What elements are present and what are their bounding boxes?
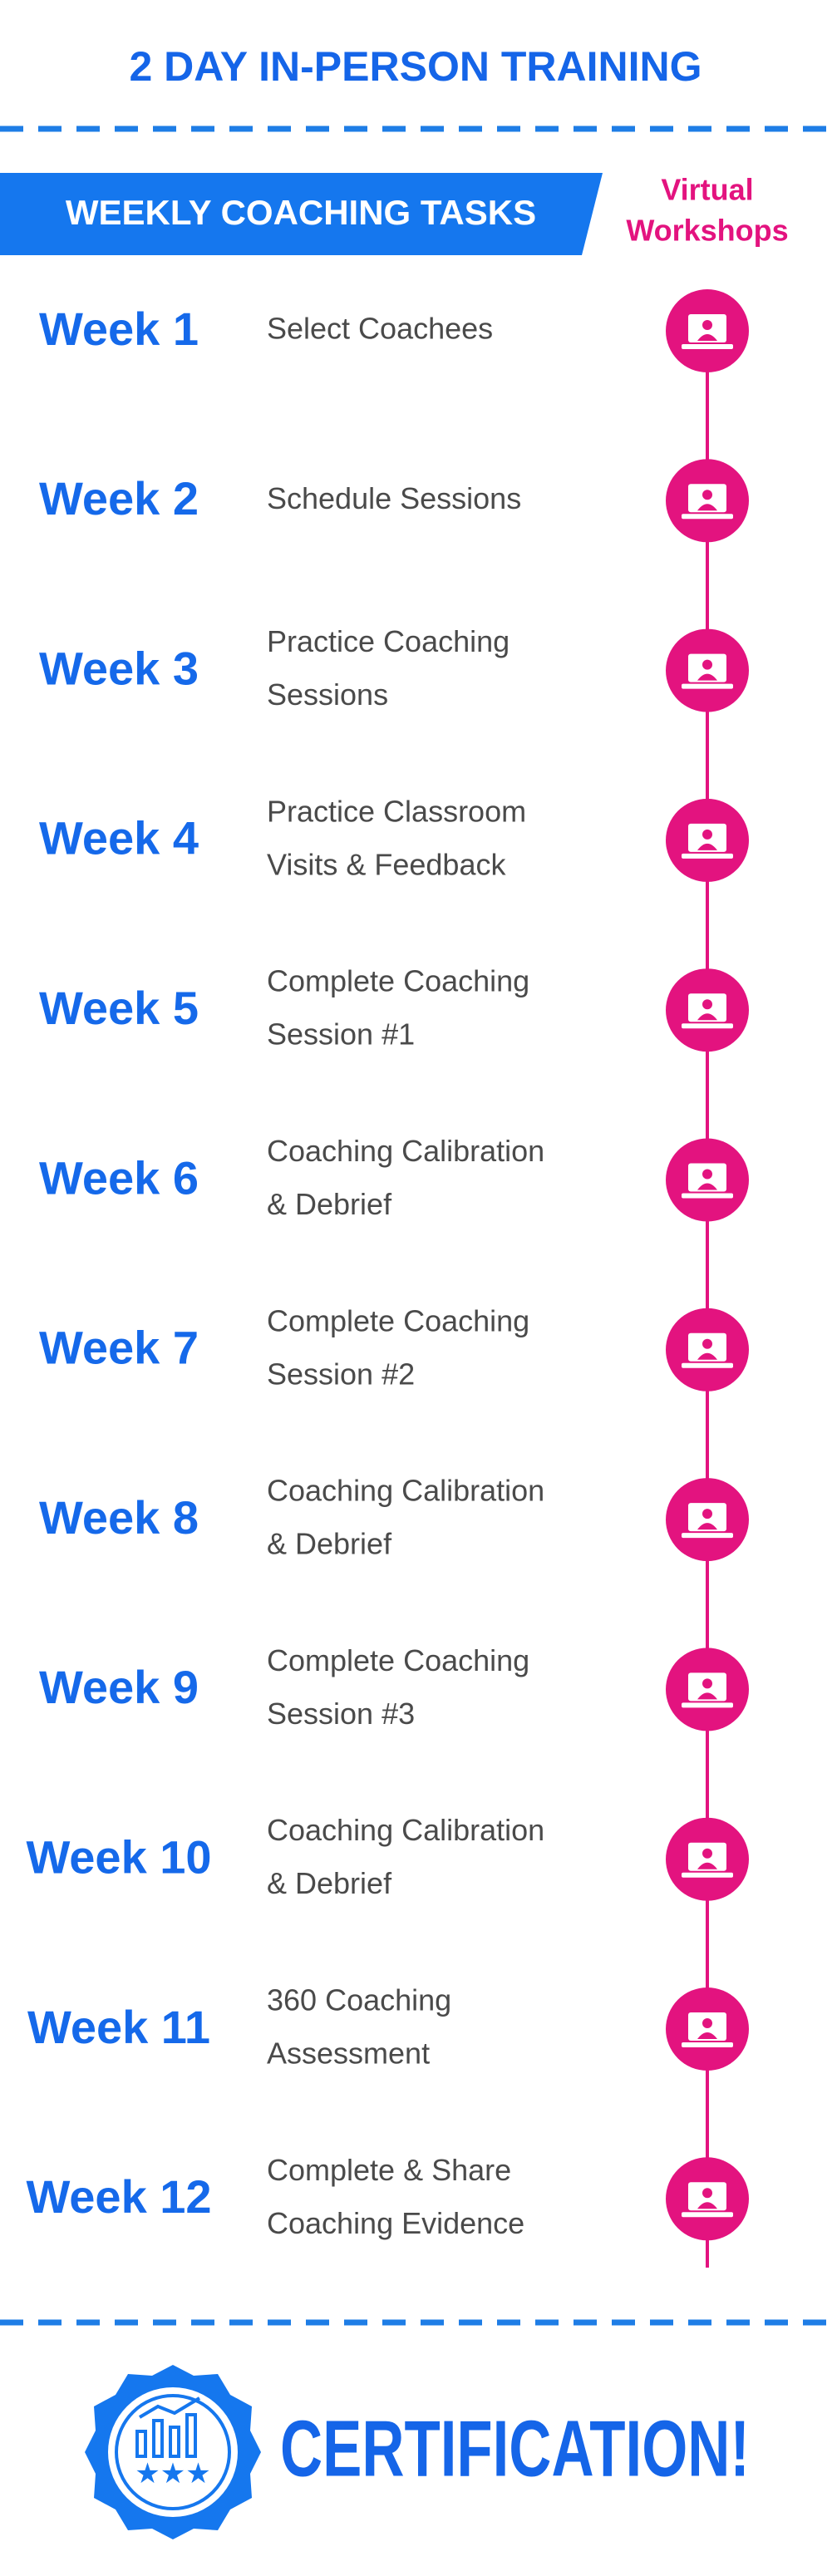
person-body (697, 673, 717, 681)
badge-bar (169, 2426, 180, 2458)
laptop-base (682, 344, 733, 349)
week-label: Week 1 (39, 303, 199, 355)
week-label: Week 12 (26, 2170, 211, 2223)
task-text: Session #1 (267, 1017, 415, 1052)
footer-title: CERTIFICATION! (280, 2404, 750, 2493)
task-text: & Debrief (267, 1527, 392, 1561)
page-title: 2 DAY IN-PERSON TRAINING (129, 43, 702, 90)
laptop-base (682, 514, 733, 520)
task-text: Sessions (267, 677, 388, 712)
person-body (697, 1862, 717, 1869)
task-text: Coaching Calibration (267, 1813, 544, 1847)
week-label: Week 5 (39, 982, 199, 1034)
person-head (702, 1338, 712, 1349)
week-label: Week 6 (39, 1151, 199, 1204)
person-body (697, 1692, 717, 1700)
task-text: Practice Classroom (267, 794, 526, 828)
person-body (697, 334, 717, 341)
task-text: Practice Coaching (267, 624, 510, 658)
badge-ring (115, 2394, 231, 2510)
person-body (697, 1352, 717, 1360)
laptop-base (682, 2212, 733, 2218)
person-body (697, 1523, 717, 1530)
laptop-base (682, 1193, 733, 1199)
person-head (702, 2188, 712, 2199)
badge-stars: ★★★ (135, 2458, 210, 2490)
person-head (702, 490, 712, 500)
person-head (702, 829, 712, 840)
task-text: Select Coachees (267, 312, 493, 346)
task-text: Session #2 (267, 1357, 415, 1391)
rows: Week 1 Select Coachees Week 2 Schedule Sess… (26, 289, 749, 2241)
task-text: & Debrief (267, 1866, 392, 1900)
banner-title: WEEKLY COACHING TASKS (66, 193, 536, 232)
person-head (702, 2018, 712, 2028)
task-text: Session #3 (267, 1697, 415, 1731)
person-body (697, 504, 717, 511)
laptop-base (682, 1362, 733, 1368)
task-text: Coaching Evidence (267, 2206, 524, 2240)
laptop-base (682, 1533, 733, 1539)
person-head (702, 659, 712, 670)
person-body (697, 843, 717, 850)
task-text: Complete Coaching (267, 1643, 529, 1677)
task-text: Complete Coaching (267, 1303, 529, 1337)
badge-bar (185, 2413, 197, 2458)
person-body (697, 2202, 717, 2209)
week-label: Week 4 (39, 812, 199, 864)
laptop-base (682, 683, 733, 689)
person-body (697, 2032, 717, 2039)
banner (0, 173, 603, 255)
person-head (702, 1169, 712, 1180)
laptop-base (682, 853, 733, 859)
task-text: Schedule Sessions (267, 481, 521, 515)
person-head (702, 1509, 712, 1519)
person-head (702, 1848, 712, 1859)
badge-trend (138, 2396, 201, 2419)
badge-bar (152, 2419, 164, 2458)
badge-bar (135, 2430, 147, 2458)
laptop-base (682, 1702, 733, 1708)
week-label: Week 7 (39, 1322, 199, 1374)
week-label: Week 3 (39, 642, 199, 694)
person-head (702, 320, 712, 330)
laptop-base (682, 2042, 733, 2047)
side-label: Workshops (626, 214, 788, 248)
week-label: Week 10 (26, 1830, 211, 1883)
person-head (702, 999, 712, 1010)
person-body (697, 1183, 717, 1190)
task-text: Complete & Share (267, 2153, 511, 2187)
task-text: Assessment (267, 2037, 430, 2071)
week-label: Week 9 (39, 1661, 199, 1713)
person-head (702, 1678, 712, 1689)
side-label: Virtual (661, 173, 753, 207)
badge: ★★★ (85, 2365, 261, 2539)
task-text: & Debrief (267, 1187, 392, 1221)
week-label: Week 8 (39, 1491, 199, 1544)
task-text: Complete Coaching (267, 964, 529, 998)
person-body (697, 1013, 717, 1021)
laptop-base (682, 1872, 733, 1878)
laptop-base (682, 1023, 733, 1029)
badge-inner (108, 2387, 238, 2517)
week-label: Week 11 (27, 2001, 210, 2053)
task-text: Coaching Calibration (267, 1474, 544, 1508)
task-text: 360 Coaching (267, 1983, 451, 2017)
week-label: Week 2 (39, 472, 199, 525)
task-text: Visits & Feedback (267, 847, 506, 881)
task-text: Coaching Calibration (267, 1134, 544, 1168)
